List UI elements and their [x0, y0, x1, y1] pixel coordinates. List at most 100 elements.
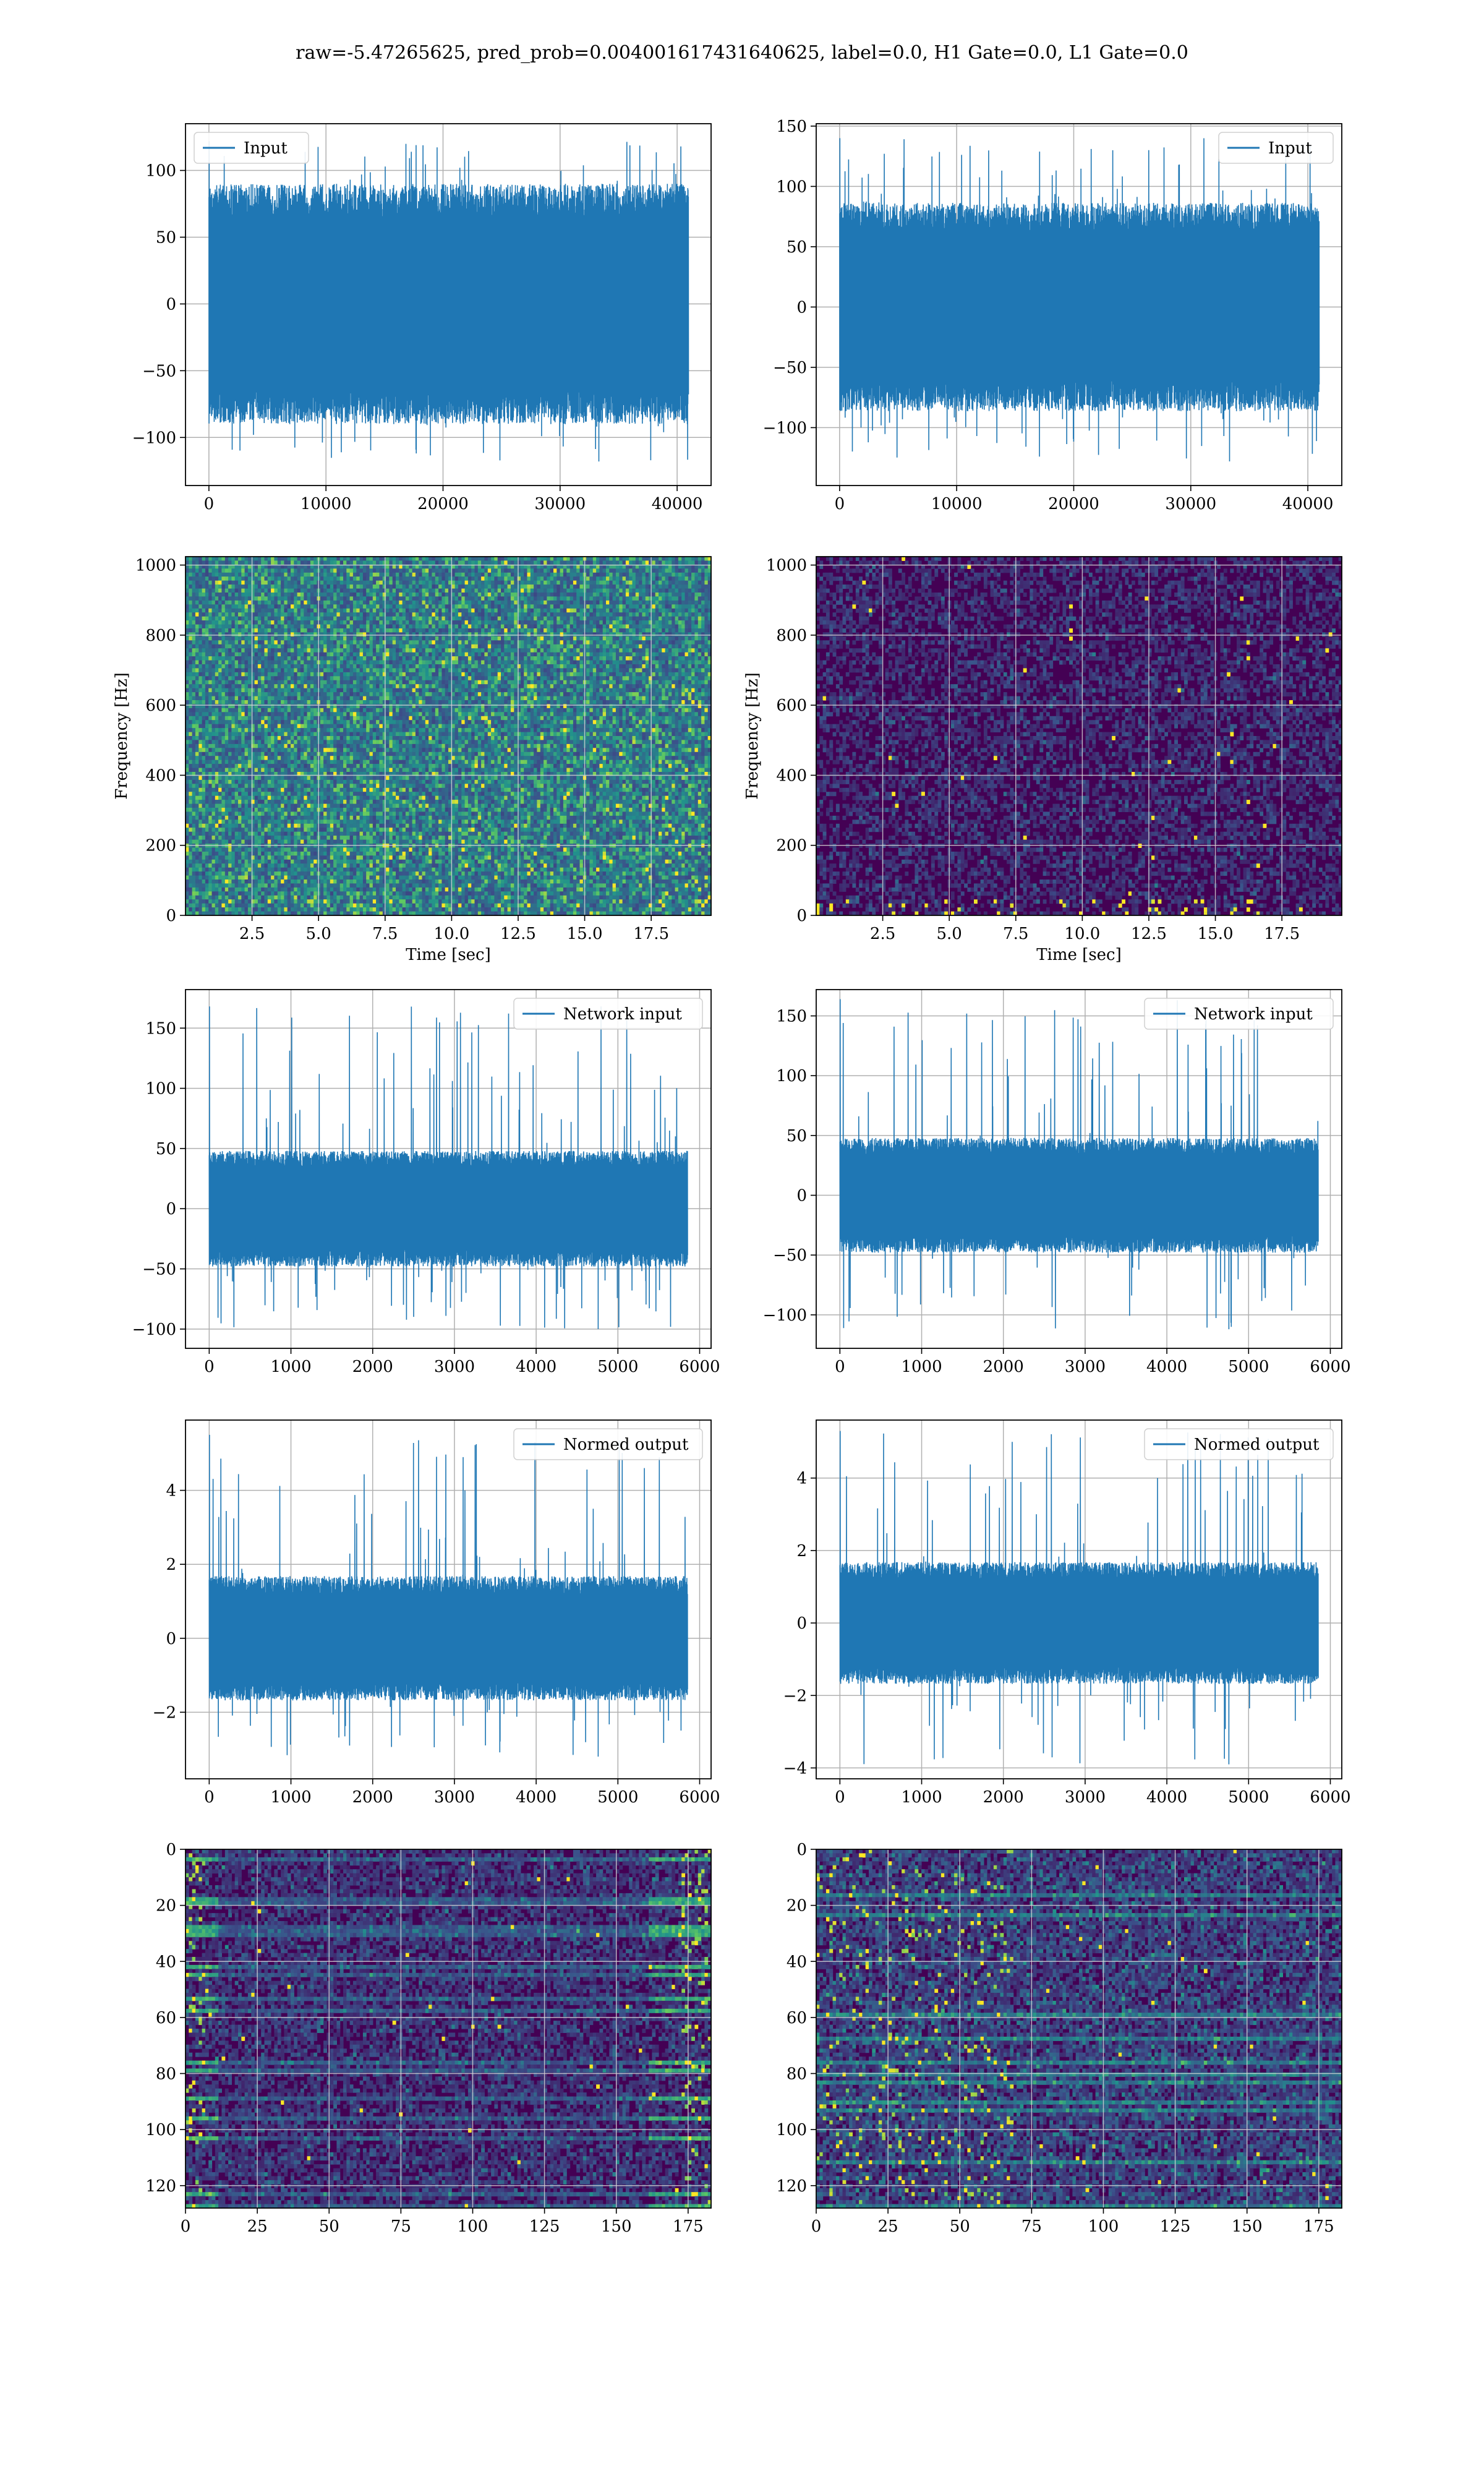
axes-frame	[185, 1419, 712, 1779]
x-tick-label: 2000	[983, 1358, 1024, 1376]
x-tick-label: 10.0	[1064, 925, 1100, 943]
y-tick-label: −100	[763, 1306, 807, 1325]
y-tick-label: 200	[776, 837, 807, 855]
x-tick-label: 0	[204, 1358, 215, 1376]
axes-frame	[185, 1849, 712, 2209]
x-tick-label: 5.0	[306, 925, 331, 943]
y-tick-label: 4	[166, 1482, 176, 1500]
y-tick-label: 40	[156, 1953, 176, 1971]
panel-r4c2: Normed output 0 1000 2000 3000 4000 5000 6000 −4…	[783, 1419, 1351, 1807]
y-axis-label: Frequency [Hz]	[743, 672, 762, 800]
axes-frame	[816, 556, 1342, 916]
panel-r1c1: Input 0 10000 20000 30000 40000 −100 −50 0 50 100	[132, 123, 712, 513]
x-tick-label: 3000	[1065, 1358, 1106, 1376]
y-tick-label: 50	[156, 228, 176, 247]
legend: Input	[194, 132, 309, 164]
x-tick-label: 40000	[1282, 495, 1334, 513]
y-tick-label: 60	[156, 2009, 176, 2027]
y-tick-label: 0	[166, 295, 176, 314]
x-tick-label: 20000	[1048, 495, 1099, 513]
axes-frame	[816, 1849, 1342, 2209]
series-line-r3c2	[839, 999, 1319, 1330]
x-tick-label: 12.5	[1131, 925, 1167, 943]
y-tick-label: 200	[145, 837, 176, 855]
x-tick-label: 6000	[679, 1788, 720, 1807]
y-tick-label: 0	[166, 1200, 176, 1218]
legend-label: Input	[244, 139, 288, 158]
axes-frame	[816, 123, 1342, 486]
y-tick-label: −100	[763, 419, 807, 437]
x-tick-label: 125	[1160, 2217, 1191, 2236]
x-tick-label: 5000	[1228, 1358, 1269, 1376]
panel-r5c2: 0 25 50 75 100 125 150 175 0 20 40 60 80 100 120	[776, 1841, 1342, 2236]
y-tick-label: 120	[145, 2177, 176, 2196]
y-tick-label: 100	[145, 1080, 176, 1098]
x-tick-label: 15.0	[567, 925, 603, 943]
y-tick-label: 0	[166, 1841, 176, 1859]
series-line-r1c1	[208, 141, 689, 462]
panel-r1c2: Input 0 10000 20000 30000 40000 −100 −50 0 50 100 1…	[763, 118, 1342, 513]
x-tick-label: 5000	[1228, 1788, 1269, 1807]
x-tick-label: 7.5	[372, 925, 398, 943]
x-tick-label: 10.0	[433, 925, 469, 943]
x-tick-label: 0	[811, 2217, 822, 2236]
y-tick-label: 800	[776, 627, 807, 645]
y-tick-label: 400	[145, 766, 176, 785]
x-tick-label: 0	[835, 1358, 845, 1376]
legend-label: Input	[1268, 139, 1312, 158]
x-tick-label: 1000	[901, 1358, 942, 1376]
y-axis-label: Frequency [Hz]	[113, 672, 131, 800]
y-tick-label: 800	[145, 627, 176, 645]
figure-title: raw=-5.47265625, pred_prob=0.00400161743…	[0, 42, 1484, 64]
heatmap-cells	[816, 557, 1342, 916]
y-tick-label: 0	[796, 907, 807, 925]
x-tick-label: 175	[673, 2217, 704, 2236]
legend-label: Normed output	[563, 1436, 689, 1454]
legend-label: Network input	[1194, 1005, 1313, 1024]
x-tick-label: 6000	[1310, 1788, 1350, 1807]
y-tick-label: 100	[776, 1067, 807, 1085]
y-tick-label: −2	[783, 1687, 807, 1705]
x-tick-label: 2000	[352, 1788, 393, 1807]
panel-r2c2: 2.5 5.0 7.5 10.0 12.5 15.0 17.5 0 200 400 600 800 10…	[743, 556, 1342, 964]
x-tick-label: 3000	[434, 1788, 475, 1807]
x-tick-label: 3000	[1065, 1788, 1106, 1807]
x-tick-label: 2000	[983, 1788, 1024, 1807]
legend: Normed output	[513, 1428, 703, 1460]
x-tick-label: 5000	[597, 1358, 638, 1376]
x-tick-label: 10000	[301, 495, 352, 513]
axes-frame	[816, 1419, 1342, 1779]
y-tick-label: 150	[776, 118, 807, 136]
x-tick-label: 175	[1303, 2217, 1334, 2236]
x-tick-label: 1000	[270, 1788, 311, 1807]
series-line-r3c1	[208, 1006, 688, 1329]
y-tick-label: −2	[153, 1703, 176, 1722]
y-tick-label: 100	[776, 2121, 807, 2139]
y-tick-label: 600	[776, 696, 807, 715]
x-tick-label: 12.5	[500, 925, 536, 943]
legend: Input	[1218, 132, 1334, 164]
x-tick-label: 25	[247, 2217, 268, 2236]
x-axis-label: Time [sec]	[406, 946, 491, 964]
y-tick-label: 1000	[766, 557, 807, 575]
x-tick-label: 100	[458, 2217, 488, 2236]
y-tick-label: 40	[787, 1953, 807, 1971]
y-tick-label: 0	[796, 1841, 807, 1859]
axes-frame	[816, 989, 1342, 1349]
y-tick-label: −100	[132, 1320, 176, 1339]
y-tick-label: −50	[773, 359, 807, 377]
x-tick-label: 75	[1021, 2217, 1042, 2236]
y-tick-label: 20	[156, 1897, 176, 1915]
x-tick-label: 6000	[1310, 1358, 1350, 1376]
y-tick-label: 600	[145, 696, 176, 715]
y-tick-label: −50	[773, 1246, 807, 1265]
x-tick-label: 0	[835, 495, 845, 513]
x-tick-label: 40000	[652, 495, 703, 513]
y-tick-label: 0	[796, 298, 807, 317]
heatmap-cells	[186, 1849, 712, 2209]
x-tick-label: 50	[950, 2217, 970, 2236]
y-tick-label: 100	[145, 162, 176, 181]
y-tick-label: 80	[787, 2065, 807, 2084]
x-tick-label: 30000	[534, 495, 586, 513]
